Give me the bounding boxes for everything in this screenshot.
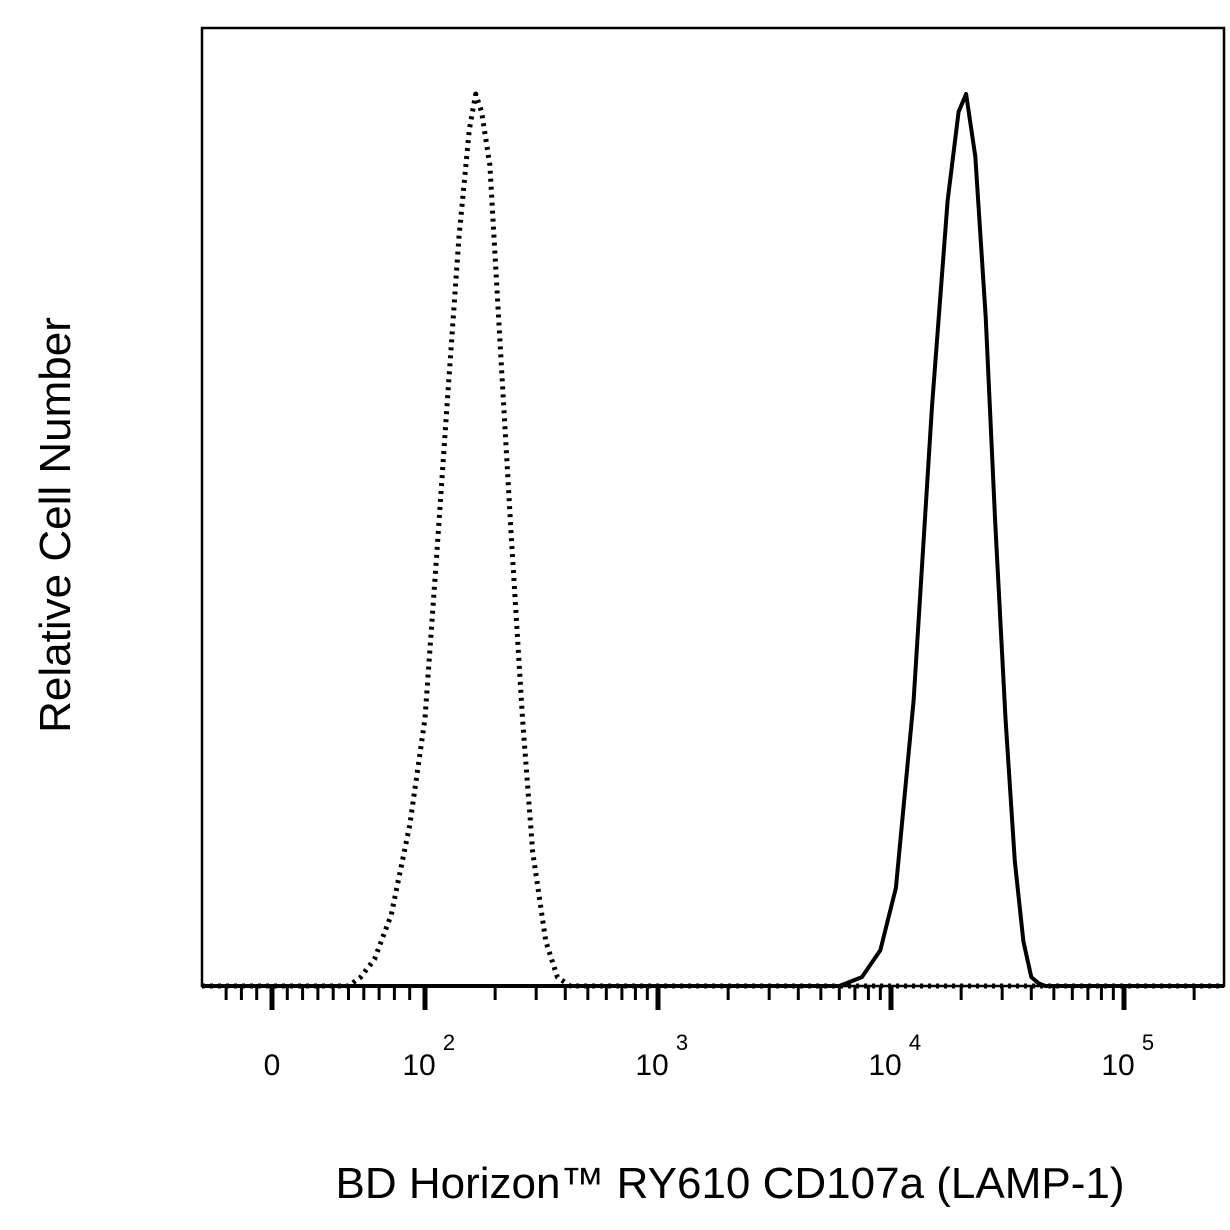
series-1-dotted-line [202,91,1224,989]
histogram-curves [202,91,1224,989]
x-tick-label: 10 [635,1049,668,1082]
x-tick-label: 10 [868,1049,901,1082]
x-axis-tick-labels: 0 10 2 10 3 10 4 10 5 [264,1030,1154,1082]
x-tick-exponent: 3 [676,1030,688,1055]
x-tick-label: 10 [1101,1049,1134,1082]
plot-frame [200,26,1226,988]
x-tick-label: 10 [402,1049,435,1082]
y-axis-title: Relative Cell Number [31,317,80,733]
x-tick-exponent: 5 [1142,1030,1154,1055]
x-axis-title: BD Horizon™ RY610 CD107a (LAMP-1) [335,1159,1124,1208]
x-tick-exponent: 2 [443,1030,455,1055]
x-tick-label: 0 [264,1049,281,1082]
x-axis-ticks [224,986,1196,1010]
series-2-solid-line [202,92,1224,988]
x-tick-exponent: 4 [909,1030,921,1055]
